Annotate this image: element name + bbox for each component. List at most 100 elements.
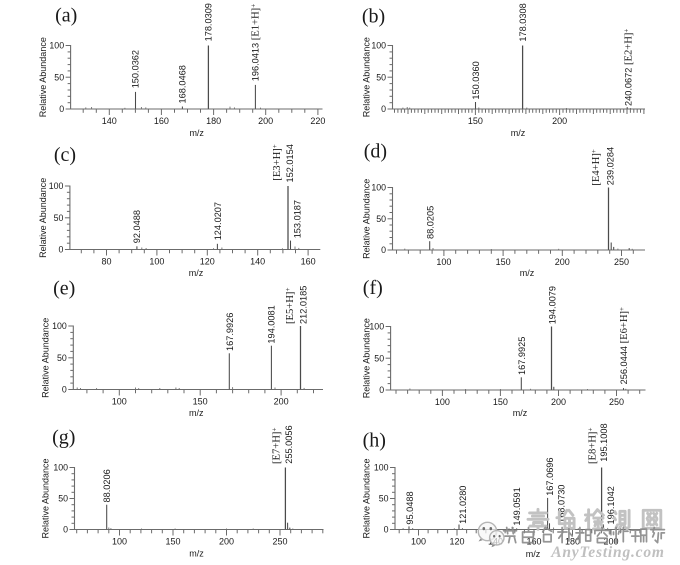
svg-text:m/z: m/z bbox=[513, 408, 528, 418]
svg-text:120: 120 bbox=[200, 257, 215, 267]
svg-text:[E7+H]+: [E7+H]+ bbox=[270, 428, 282, 464]
svg-text:100: 100 bbox=[371, 41, 386, 51]
svg-text:[E8+H]+: [E8+H]+ bbox=[586, 428, 598, 464]
svg-text:0: 0 bbox=[59, 104, 64, 114]
svg-text:180: 180 bbox=[206, 116, 221, 126]
svg-text:95.0488: 95.0488 bbox=[405, 491, 415, 524]
svg-text:150: 150 bbox=[493, 397, 508, 407]
svg-text:50: 50 bbox=[376, 214, 386, 224]
svg-text:120: 120 bbox=[449, 537, 464, 547]
svg-text:167.9926: 167.9926 bbox=[225, 313, 235, 351]
svg-text:153.0187: 153.0187 bbox=[293, 200, 303, 238]
svg-text:212.0185: 212.0185 bbox=[298, 286, 308, 324]
svg-text:Relative Abundance: Relative Abundance bbox=[361, 37, 371, 117]
svg-text:150: 150 bbox=[193, 397, 208, 407]
svg-text:100: 100 bbox=[371, 183, 386, 193]
svg-text:0: 0 bbox=[62, 385, 67, 395]
svg-text:(g): (g) bbox=[52, 427, 75, 449]
svg-text:255.0056: 255.0056 bbox=[284, 425, 294, 463]
svg-text:140: 140 bbox=[250, 257, 265, 267]
svg-text:m/z: m/z bbox=[520, 268, 535, 278]
svg-text:100: 100 bbox=[52, 321, 67, 331]
svg-text:88.0205: 88.0205 bbox=[425, 206, 435, 239]
svg-text:100: 100 bbox=[149, 257, 164, 267]
svg-text:100: 100 bbox=[374, 463, 389, 473]
svg-text:(a): (a) bbox=[55, 4, 77, 26]
svg-text:150: 150 bbox=[165, 537, 180, 547]
svg-text:m/z: m/z bbox=[526, 549, 541, 559]
svg-text:160: 160 bbox=[154, 116, 169, 126]
svg-text:150: 150 bbox=[496, 257, 511, 267]
svg-text:167.0696: 167.0696 bbox=[545, 457, 555, 495]
svg-text:0: 0 bbox=[63, 525, 68, 535]
svg-text:150: 150 bbox=[468, 116, 483, 126]
svg-text:0: 0 bbox=[58, 245, 63, 255]
svg-text:167.9925: 167.9925 bbox=[517, 337, 527, 375]
svg-text:100: 100 bbox=[436, 257, 451, 267]
svg-text:178.0308: 178.0308 bbox=[518, 3, 528, 41]
svg-text:168.0730: 168.0730 bbox=[557, 485, 567, 523]
svg-text:50: 50 bbox=[376, 73, 386, 83]
svg-text:178.0309: 178.0309 bbox=[204, 3, 214, 41]
svg-text:250: 250 bbox=[272, 537, 287, 547]
svg-text:150.0362: 150.0362 bbox=[131, 50, 141, 88]
svg-text:250: 250 bbox=[614, 257, 629, 267]
svg-text:Relative Abundance: Relative Abundance bbox=[361, 318, 371, 398]
svg-text:50: 50 bbox=[54, 213, 64, 223]
svg-text:m/z: m/z bbox=[189, 549, 204, 559]
svg-text:200: 200 bbox=[219, 537, 234, 547]
svg-text:[E4+H]+: [E4+H]+ bbox=[590, 149, 602, 185]
svg-text:0: 0 bbox=[384, 525, 389, 535]
svg-text:m/z: m/z bbox=[511, 128, 526, 138]
svg-text:(b): (b) bbox=[362, 5, 385, 27]
svg-text:[E3+H]+: [E3+H]+ bbox=[271, 144, 283, 180]
svg-text:(f): (f) bbox=[363, 277, 383, 299]
svg-text:150.0360: 150.0360 bbox=[471, 61, 481, 99]
svg-text:152.0154: 152.0154 bbox=[285, 144, 295, 182]
svg-text:m/z: m/z bbox=[189, 268, 204, 278]
svg-text:Relative Abundance: Relative Abundance bbox=[361, 458, 371, 538]
svg-text:[E5+H]+: [E5+H]+ bbox=[284, 288, 296, 324]
svg-text:239.0284: 239.0284 bbox=[605, 147, 615, 185]
svg-text:250: 250 bbox=[609, 397, 624, 407]
svg-text:(c): (c) bbox=[54, 144, 76, 166]
svg-text:50: 50 bbox=[374, 353, 384, 363]
svg-text:168.0468: 168.0468 bbox=[178, 65, 188, 103]
svg-text:256.0444 [E6+H]+: 256.0444 [E6+H]+ bbox=[618, 307, 630, 384]
svg-text:100: 100 bbox=[49, 181, 64, 191]
svg-text:50: 50 bbox=[379, 494, 389, 504]
svg-text:121.0280: 121.0280 bbox=[458, 486, 468, 524]
svg-text:100: 100 bbox=[53, 463, 68, 473]
svg-text:92.0488: 92.0488 bbox=[132, 210, 142, 243]
svg-text:240.0672 [E2+H]+: 240.0672 [E2+H]+ bbox=[623, 29, 635, 106]
svg-text:200: 200 bbox=[603, 537, 618, 547]
svg-text:100: 100 bbox=[369, 322, 384, 332]
svg-text:100: 100 bbox=[435, 397, 450, 407]
svg-text:160: 160 bbox=[301, 257, 316, 267]
svg-text:124.0207: 124.0207 bbox=[213, 202, 223, 240]
svg-text:0: 0 bbox=[381, 245, 386, 255]
svg-text:195.1008: 195.1008 bbox=[599, 423, 609, 461]
svg-text:194.0081: 194.0081 bbox=[267, 305, 277, 343]
svg-text:200: 200 bbox=[551, 397, 566, 407]
svg-text:194.0079: 194.0079 bbox=[547, 286, 557, 324]
svg-text:100: 100 bbox=[112, 537, 127, 547]
svg-text:220: 220 bbox=[310, 116, 325, 126]
svg-text:200: 200 bbox=[258, 116, 273, 126]
svg-text:50: 50 bbox=[54, 73, 64, 83]
svg-text:(h): (h) bbox=[363, 430, 386, 452]
svg-text:50: 50 bbox=[58, 494, 68, 504]
svg-text:180: 180 bbox=[565, 537, 580, 547]
svg-text:(d): (d) bbox=[364, 141, 387, 163]
svg-text:0: 0 bbox=[381, 104, 386, 114]
svg-text:(e): (e) bbox=[53, 277, 75, 299]
svg-text:Relative Abundance: Relative Abundance bbox=[40, 318, 50, 398]
svg-text:200: 200 bbox=[555, 257, 570, 267]
svg-text:80: 80 bbox=[101, 257, 111, 267]
svg-text:Relative Abundance: Relative Abundance bbox=[38, 37, 48, 117]
svg-text:0: 0 bbox=[379, 385, 384, 395]
svg-text:Relative Abundance: Relative Abundance bbox=[40, 458, 50, 538]
svg-text:196.1042: 196.1042 bbox=[606, 486, 616, 524]
svg-text:m/z: m/z bbox=[189, 408, 204, 418]
svg-text:100: 100 bbox=[411, 537, 426, 547]
